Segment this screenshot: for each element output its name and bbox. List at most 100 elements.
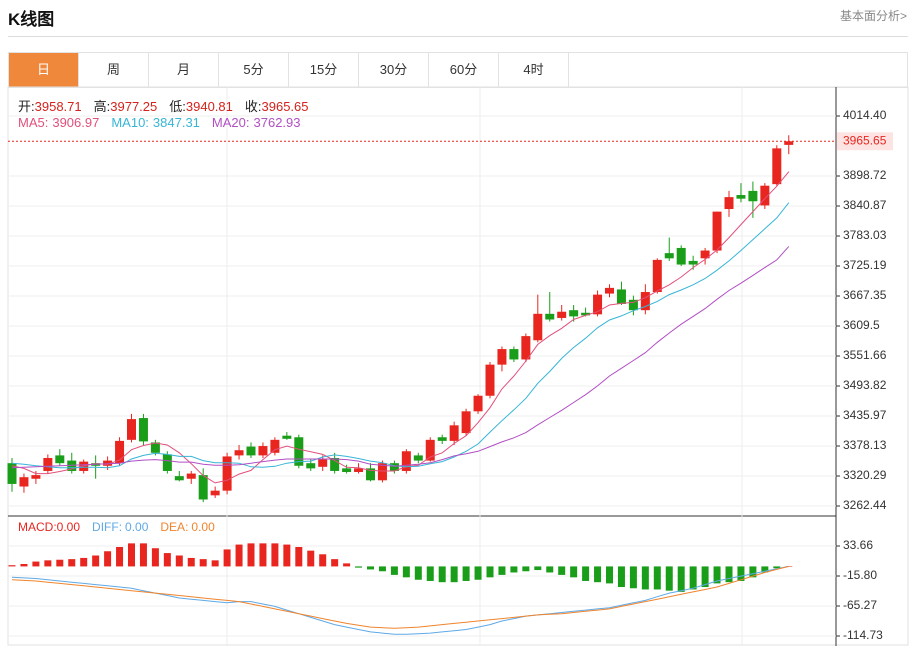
macd-bar	[713, 566, 721, 584]
period-tab[interactable]: 月	[149, 53, 219, 87]
macd-bar	[701, 566, 709, 588]
chart-frame	[7, 86, 909, 646]
info-label: 收:	[244, 99, 262, 114]
candle-body	[115, 440, 125, 464]
period-tab[interactable]: 60分	[429, 53, 499, 87]
ma-legend-label: MA20:	[211, 115, 250, 130]
y-tick-label: -65.27	[843, 598, 877, 612]
macd-bar	[92, 555, 100, 567]
y-tick-label: -114.73	[843, 628, 883, 642]
y-tick-label: 4014.40	[843, 108, 887, 122]
candle-body	[377, 463, 387, 481]
candle-body	[664, 253, 674, 259]
period-tab[interactable]: 日	[9, 53, 79, 87]
info-label: 高:	[93, 99, 111, 114]
candle-body	[652, 259, 662, 293]
macd-bar	[175, 555, 183, 567]
macd-bar	[367, 566, 374, 570]
candle-body	[509, 349, 519, 360]
macd-bar	[462, 566, 470, 581]
y-tick-label: -15.80	[843, 568, 877, 582]
candle-body	[497, 349, 507, 365]
fundamental-link[interactable]: 基本面分析>	[839, 9, 907, 23]
period-tab[interactable]: 4时	[499, 53, 569, 87]
macd-bar	[378, 566, 386, 572]
macd-bar	[56, 559, 64, 567]
y-tick-label: 3435.97	[843, 408, 887, 422]
candle-body	[401, 451, 411, 471]
candle-body	[294, 437, 304, 466]
macd-bar	[653, 566, 661, 590]
macd-bar	[737, 566, 745, 581]
info-label: 开:	[18, 99, 35, 114]
macd-bar	[187, 557, 195, 567]
candle-body	[557, 311, 567, 318]
macd-line	[11, 565, 789, 629]
candle-body	[461, 411, 471, 434]
macd-bar	[271, 543, 279, 567]
ma-legend-value: 3906.97	[52, 115, 100, 130]
period-tab[interactable]: 30分	[359, 53, 429, 87]
info-value: 3940.81	[185, 99, 233, 114]
period-tab[interactable]: 15分	[289, 53, 359, 87]
candle-body	[569, 310, 579, 317]
candle-body	[533, 313, 543, 341]
macd-bar	[606, 566, 613, 584]
macd-bar	[486, 566, 494, 578]
y-tick-label: 33.66	[843, 538, 873, 552]
candle-body	[127, 419, 136, 440]
macd-bar	[355, 566, 363, 568]
candle-body	[736, 195, 746, 199]
macd-bar	[474, 566, 482, 580]
macd-bar	[546, 566, 554, 573]
last-price-label: 3965.65	[843, 133, 887, 147]
candle-body	[330, 457, 340, 471]
macd-bar	[617, 566, 625, 588]
candle-body	[234, 450, 244, 456]
macd-bar	[151, 548, 159, 567]
period-tab[interactable]: 5分	[219, 53, 289, 87]
candle-body	[258, 446, 268, 456]
candle-body	[760, 185, 770, 206]
ma-legend-value: 3762.93	[253, 115, 301, 130]
title: K线图	[8, 10, 55, 29]
macd-bar	[390, 566, 398, 575]
y-tick-label: 3551.66	[843, 348, 887, 362]
macd-bar	[426, 566, 434, 581]
macd-line	[11, 565, 789, 635]
macd-bar	[20, 563, 28, 567]
macd-legend-label: DEA:	[160, 520, 189, 534]
candle-body	[676, 247, 686, 265]
y-tick-label: 3320.29	[843, 468, 887, 482]
ma-line	[11, 246, 790, 469]
macd-bar	[283, 544, 291, 567]
info-label: 低:	[169, 99, 186, 114]
candle-body	[174, 476, 184, 481]
y-tick-label: 3609.5	[843, 318, 880, 332]
period-tab[interactable]: 周	[79, 53, 149, 87]
candle-body	[485, 364, 495, 396]
candle-body	[688, 260, 698, 265]
macd-legend: MACD:0.00 DIFF: 0.00 DEA: 0.00	[18, 520, 227, 534]
y-tick-label: 3783.03	[843, 228, 887, 242]
macd-bar	[641, 566, 649, 590]
candle-body	[246, 446, 256, 456]
macd-bar	[199, 559, 207, 567]
y-tick-label: 3667.35	[843, 288, 887, 302]
macd-bar	[68, 559, 76, 567]
macd-bar	[163, 553, 171, 567]
macd-bar	[307, 550, 315, 567]
macd-bar	[211, 560, 219, 567]
candle-body	[103, 460, 113, 466]
macd-bar	[522, 566, 530, 572]
candle-body	[186, 473, 196, 479]
candle-body	[366, 468, 375, 481]
macd-bar	[570, 566, 578, 578]
macd-bar	[223, 549, 231, 567]
y-tick-label: 3725.19	[843, 258, 887, 272]
candle-body	[545, 313, 555, 320]
candle-body	[389, 463, 399, 471]
macd-bar	[689, 566, 697, 590]
macd-bar	[331, 559, 339, 567]
macd-bar	[629, 566, 637, 589]
